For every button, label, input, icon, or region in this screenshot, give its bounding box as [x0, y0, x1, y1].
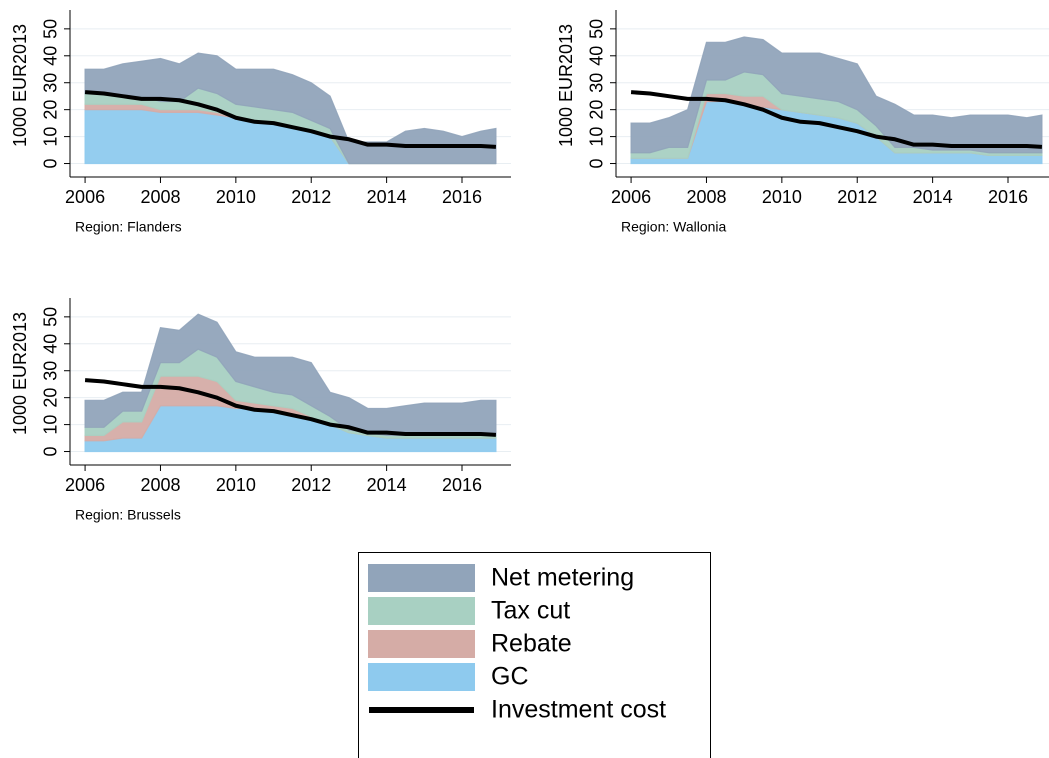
- x-tick-label: 2012: [837, 187, 877, 207]
- y-tick-label: 10: [587, 127, 607, 147]
- region-label: Region: Flanders: [75, 219, 182, 235]
- x-tick-label: 2016: [442, 187, 482, 207]
- x-tick-label: 2010: [762, 187, 802, 207]
- y-tick-label: 30: [41, 361, 61, 381]
- y-tick-label: 40: [41, 334, 61, 354]
- y-tick-label: 0: [587, 159, 607, 169]
- x-tick-label: 2008: [140, 475, 180, 495]
- x-tick-label: 2016: [988, 187, 1028, 207]
- area: [630, 36, 1043, 154]
- legend-label: Rebate: [491, 630, 572, 658]
- y-tick-label: 20: [587, 100, 607, 120]
- y-axis-label: 1000 EUR2013: [556, 24, 576, 147]
- line: [84, 378, 497, 437]
- y-tick-label: 50: [587, 19, 607, 39]
- x-tick-label: 2006: [65, 187, 105, 207]
- y-tick-label: 50: [41, 19, 61, 39]
- panel: 0 10 20 30 40 50 2006 2008 2010 2012 2014 2016 1000 …: [10, 10, 511, 235]
- panel: 0 10 20 30 40 50 2006 2008 2010 2012 2014 2016 1000 …: [10, 298, 511, 523]
- x-tick-label: 2012: [291, 475, 331, 495]
- line: [84, 90, 497, 149]
- area: [84, 313, 497, 436]
- x-tick-label: 2014: [367, 475, 407, 495]
- x-tick-label: 2010: [216, 187, 256, 207]
- y-tick-label: 0: [41, 159, 61, 169]
- panel: 0 10 20 30 40 50 2006 2008 2010 2012 2014 2016 1000 …: [556, 10, 1049, 235]
- legend-swatch: [368, 663, 475, 691]
- y-tick-label: 20: [41, 388, 61, 408]
- legend-label: Net metering: [491, 564, 634, 592]
- line: [630, 90, 1043, 149]
- legend-swatch: [368, 597, 475, 625]
- x-tick-label: 2014: [913, 187, 953, 207]
- y-axis-label: 1000 EUR2013: [10, 24, 30, 147]
- legend-swatch: [368, 564, 475, 592]
- y-tick-label: 10: [41, 415, 61, 435]
- x-tick-label: 2016: [442, 475, 482, 495]
- legend-swatch: [368, 630, 475, 658]
- legend-label: GC: [491, 663, 529, 691]
- y-tick-label: 50: [41, 307, 61, 327]
- y-tick-label: 40: [41, 46, 61, 66]
- region-label: Region: Wallonia: [621, 219, 727, 235]
- x-tick-label: 2010: [216, 475, 256, 495]
- y-tick-label: 20: [41, 100, 61, 120]
- legend-label: Tax cut: [491, 597, 570, 625]
- region-label: Region: Brussels: [75, 507, 181, 523]
- y-tick-label: 0: [41, 447, 61, 457]
- x-tick-label: 2008: [140, 187, 180, 207]
- legend: Net metering Tax cut Rebate GC Investment co…: [358, 552, 711, 758]
- x-tick-label: 2014: [367, 187, 407, 207]
- y-tick-label: 30: [587, 73, 607, 93]
- legend-label: Investment cost: [491, 696, 666, 724]
- area: [84, 52, 497, 165]
- x-tick-label: 2006: [65, 475, 105, 495]
- x-tick-label: 2006: [611, 187, 651, 207]
- y-tick-label: 30: [41, 73, 61, 93]
- y-tick-label: 40: [587, 46, 607, 66]
- x-tick-label: 2008: [686, 187, 726, 207]
- x-tick-label: 2012: [291, 187, 331, 207]
- y-tick-label: 10: [41, 127, 61, 147]
- y-axis-label: 1000 EUR2013: [10, 312, 30, 435]
